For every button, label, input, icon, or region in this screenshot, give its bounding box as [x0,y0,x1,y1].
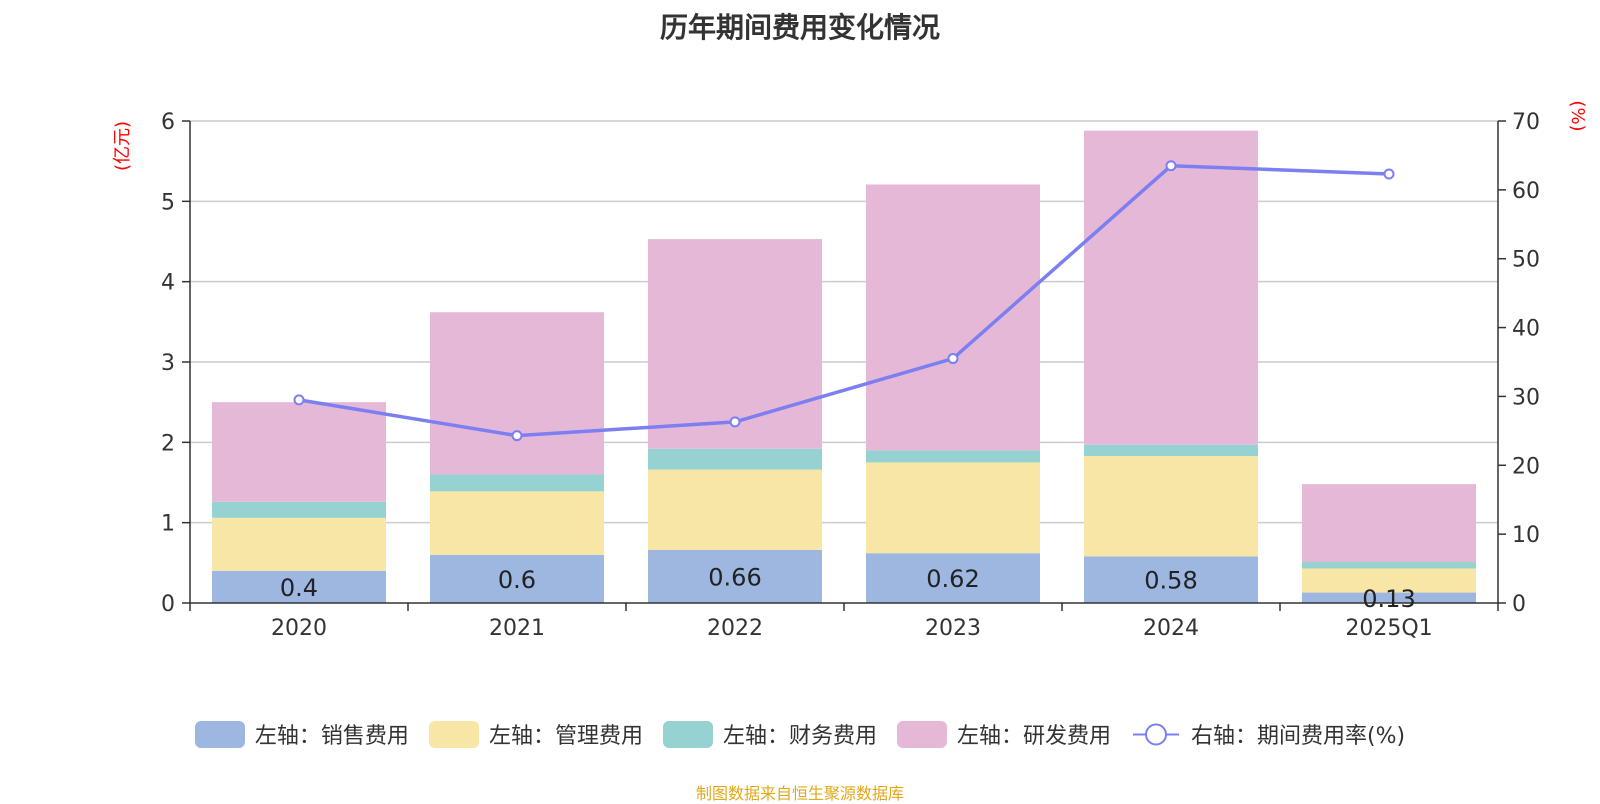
y-left-tick-label: 5 [161,190,175,215]
x-tick-label: 2021 [489,616,545,641]
y-right-tick-label: 10 [1512,523,1540,548]
y-left-tick-label: 1 [161,512,175,537]
bar-admin [1302,568,1476,593]
bar-admin [430,491,604,555]
bar-rnd [1302,484,1476,563]
legend-swatch-finance [662,720,713,748]
legend-item-rate[interactable]: 右轴：期间费用率(%) [1131,718,1405,750]
y-right-tick-label: 50 [1512,248,1540,273]
data-label: 0.6 [498,566,536,594]
rate-line [298,163,1390,438]
y-right-tick-label: 20 [1512,454,1540,479]
y-left-tick-label: 6 [161,110,175,135]
legend-item-finance[interactable]: 左轴：财务费用 [662,718,877,750]
legend-label-rnd: 左轴：研发费用 [956,724,1111,749]
y-right-tick-label: 40 [1512,317,1540,342]
legend-label-rate: 右轴：期间费用率(%) [1190,724,1406,749]
bar-sales [1084,556,1258,603]
bar-rnd [1084,130,1258,445]
rate-point [1165,160,1177,172]
bar-rnd [212,402,386,502]
data-label: 0.66 [708,563,761,591]
x-tick-label: 2020 [271,616,327,641]
legend-swatch-admin [428,720,479,748]
bar-sales [648,549,822,603]
x-tick-label: 2023 [925,616,981,641]
legend-item-admin[interactable]: 左轴：管理费用 [428,718,643,750]
bar-finance [430,474,604,492]
x-tick-label: 2022 [707,616,763,641]
y-right-tick-label: 30 [1512,385,1540,410]
bar-finance [866,450,1040,463]
legend-label-sales: 左轴：销售费用 [254,724,409,749]
bar-sales [430,554,604,603]
y-left-unit-label: (亿元) [112,121,133,171]
bar-rnd [648,239,822,449]
y-right-unit-label: (%) [1567,100,1588,131]
y-left-tick-label: 3 [161,351,175,376]
bar-rnd [430,312,604,475]
bar-finance [648,448,822,470]
data-label: 0.58 [1144,567,1197,595]
bar-rnd [866,184,1040,451]
legend-label-finance: 左轴：财务费用 [722,724,877,749]
rate-point [511,430,523,442]
y-left-tick-label: 4 [161,271,175,296]
legend-item-rnd[interactable]: 左轴：研发费用 [896,718,1111,750]
legend: 左轴：销售费用 左轴：管理费用 左轴：财务费用 左轴：研发费用 右轴：期间费用率… [0,718,1600,750]
bar-admin [866,462,1040,554]
rate-point [1383,168,1395,180]
rate-point [729,416,741,428]
bar-admin [212,517,386,571]
rate-point [947,353,959,365]
y-left-tick-label: 0 [161,592,175,617]
bar-sales [866,553,1040,603]
bar-finance [212,501,386,518]
data-label: 0.4 [280,574,318,602]
legend-swatch-sales [194,720,245,748]
y-right-tick-label: 0 [1512,592,1526,617]
bar-sales [212,570,386,603]
bar-finance [1302,562,1476,569]
bar-finance [1084,444,1258,456]
legend-line-marker-icon [1132,723,1179,745]
y-right-tick-label: 60 [1512,179,1540,204]
y-right-tick-label: 70 [1512,110,1540,135]
rate-point [293,394,305,406]
legend-item-sales[interactable]: 左轴：销售费用 [194,718,409,750]
legend-swatch-rnd [896,720,947,748]
bar-admin [1084,455,1258,557]
bar-admin [648,469,822,550]
legend-label-admin: 左轴：管理费用 [488,724,643,749]
chart-title: 历年期间费用变化情况 [659,11,940,44]
source-note: 制图数据来自恒生聚源数据库 [695,784,904,803]
x-tick-label: 2024 [1143,616,1199,641]
data-label: 0.13 [1362,585,1415,613]
y-left-tick-label: 2 [161,431,175,456]
x-tick-label: 2025Q1 [1345,616,1432,641]
bar-sales [1302,592,1476,603]
data-label: 0.62 [926,565,979,593]
